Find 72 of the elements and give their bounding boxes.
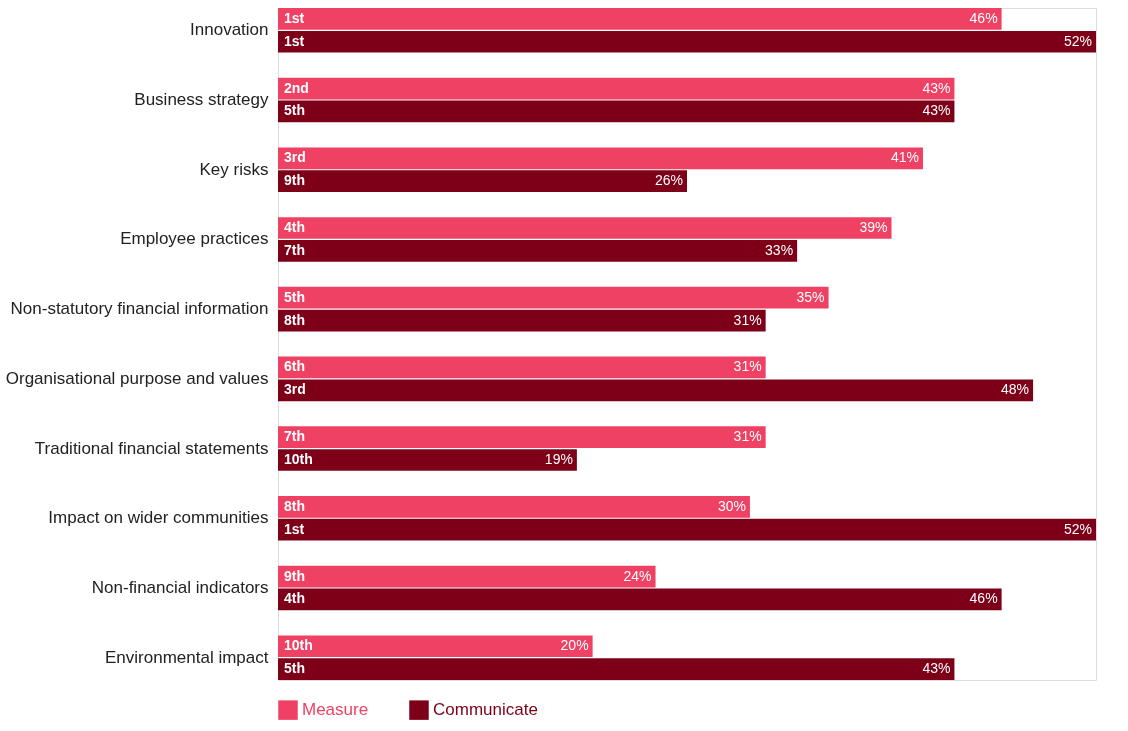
annotation: 5th (284, 102, 305, 119)
data-label: 52% (1063, 32, 1092, 49)
annotation: 8th (284, 497, 305, 514)
legend-label: Communicate (433, 700, 538, 720)
data-label: 43% (922, 79, 951, 96)
annotation: 5th (284, 660, 305, 677)
y-tick-label: Organisational purpose and values (5, 368, 269, 388)
annotation: 9th (284, 172, 305, 189)
legend-label: Measure (302, 700, 369, 720)
annotation: 10th (284, 637, 313, 654)
bar (278, 240, 798, 262)
bar (278, 658, 955, 680)
bar (278, 309, 766, 332)
bar (278, 286, 829, 309)
data-label: 41% (890, 149, 919, 166)
data-label: 46% (969, 9, 998, 26)
bar (278, 518, 1096, 541)
bar (278, 565, 656, 588)
annotation: 4th (284, 219, 305, 235)
data-label: 20% (560, 637, 589, 654)
bar (278, 77, 955, 100)
bar (278, 495, 750, 518)
annotation: 6th (284, 358, 305, 375)
data-label: 31% (733, 358, 762, 375)
bar (278, 100, 955, 123)
data-label: 35% (796, 288, 825, 305)
y-tick-label: Traditional financial statements (34, 438, 269, 458)
bar (278, 8, 1002, 30)
data-label: 31% (733, 311, 762, 328)
y-tick-label: Innovation (190, 20, 269, 40)
y-tick-label: Business strategy (134, 90, 269, 110)
annotation: 1st (284, 520, 305, 537)
data-label: 19% (544, 451, 573, 467)
data-label: 46% (969, 590, 998, 607)
annotation: 1st (284, 9, 305, 26)
data-label: 48% (1001, 381, 1030, 398)
data-label: 31% (733, 428, 762, 445)
annotation: 7th (284, 241, 305, 258)
annotation: 3rd (284, 381, 306, 398)
bar (278, 379, 1034, 402)
data-label: 30% (717, 497, 746, 514)
bar (278, 356, 766, 379)
y-tick-label: Employee practices (120, 229, 269, 249)
annotation: 3rd (284, 149, 306, 166)
data-label: 26% (654, 172, 683, 189)
data-label: 39% (859, 219, 888, 235)
y-tick-label: Key risks (199, 159, 269, 179)
annotation: 5th (284, 288, 305, 305)
y-tick-label: Non-financial indicators (91, 577, 269, 597)
annotation: 7th (284, 428, 305, 445)
bar (278, 170, 687, 193)
annotation: 9th (284, 567, 305, 584)
bar (278, 635, 593, 658)
data-label: 33% (765, 241, 794, 258)
annotation: 10th (284, 451, 313, 467)
bar (278, 588, 1002, 611)
y-tick-label: Environmental impact (105, 647, 269, 667)
data-label: 24% (623, 567, 652, 584)
bar (278, 30, 1096, 53)
data-label: 52% (1063, 520, 1092, 537)
annotation: 1st (284, 32, 305, 49)
bar (278, 147, 923, 170)
bar (278, 217, 892, 239)
data-label: 43% (922, 660, 951, 677)
annotation: 8th (284, 311, 305, 328)
data-label: 43% (922, 102, 951, 119)
annotation: 4th (284, 590, 305, 607)
y-tick-label: Impact on wider communities (48, 508, 269, 528)
annotation: 2nd (284, 79, 309, 96)
bar (278, 449, 577, 471)
y-tick-label: Non-statutory financial information (10, 299, 269, 319)
bar (278, 426, 766, 448)
